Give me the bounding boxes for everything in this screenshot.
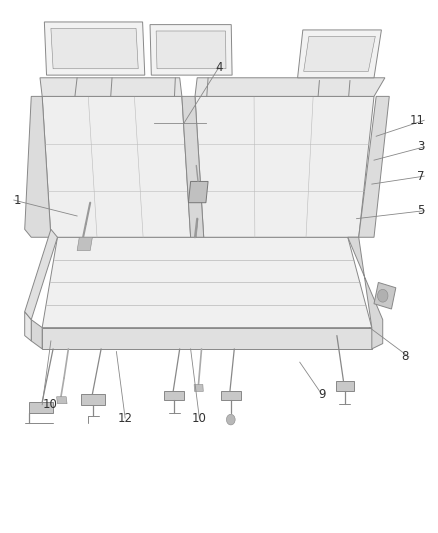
Polygon shape	[164, 391, 184, 400]
Polygon shape	[81, 394, 106, 405]
Polygon shape	[44, 22, 145, 75]
Polygon shape	[348, 237, 383, 349]
Polygon shape	[195, 96, 374, 237]
Text: 12: 12	[118, 411, 133, 424]
Polygon shape	[336, 381, 354, 391]
Polygon shape	[304, 36, 375, 71]
Polygon shape	[42, 96, 191, 237]
Polygon shape	[374, 282, 396, 309]
Polygon shape	[31, 320, 42, 349]
Text: 1: 1	[14, 193, 21, 207]
Polygon shape	[156, 31, 226, 69]
Polygon shape	[40, 78, 182, 96]
Polygon shape	[42, 237, 372, 328]
Polygon shape	[188, 181, 208, 203]
Text: 10: 10	[192, 411, 207, 424]
Text: 11: 11	[409, 114, 424, 127]
Text: 9: 9	[318, 387, 325, 401]
Polygon shape	[195, 78, 385, 96]
Text: 4: 4	[215, 61, 223, 74]
Polygon shape	[297, 30, 381, 78]
Polygon shape	[194, 384, 203, 391]
Polygon shape	[25, 312, 31, 341]
Circle shape	[226, 414, 235, 425]
Text: 10: 10	[42, 398, 57, 411]
Polygon shape	[42, 328, 372, 349]
Text: 3: 3	[417, 140, 424, 154]
Polygon shape	[359, 96, 389, 237]
Polygon shape	[150, 25, 232, 75]
Polygon shape	[25, 229, 57, 320]
Polygon shape	[51, 28, 138, 69]
Polygon shape	[182, 96, 204, 237]
Polygon shape	[221, 391, 241, 400]
Polygon shape	[25, 96, 51, 237]
Circle shape	[378, 289, 388, 302]
Text: 8: 8	[402, 350, 409, 364]
Polygon shape	[57, 397, 67, 403]
Text: 5: 5	[417, 204, 424, 217]
Polygon shape	[77, 237, 92, 251]
Polygon shape	[29, 402, 53, 413]
Text: 7: 7	[417, 169, 424, 183]
